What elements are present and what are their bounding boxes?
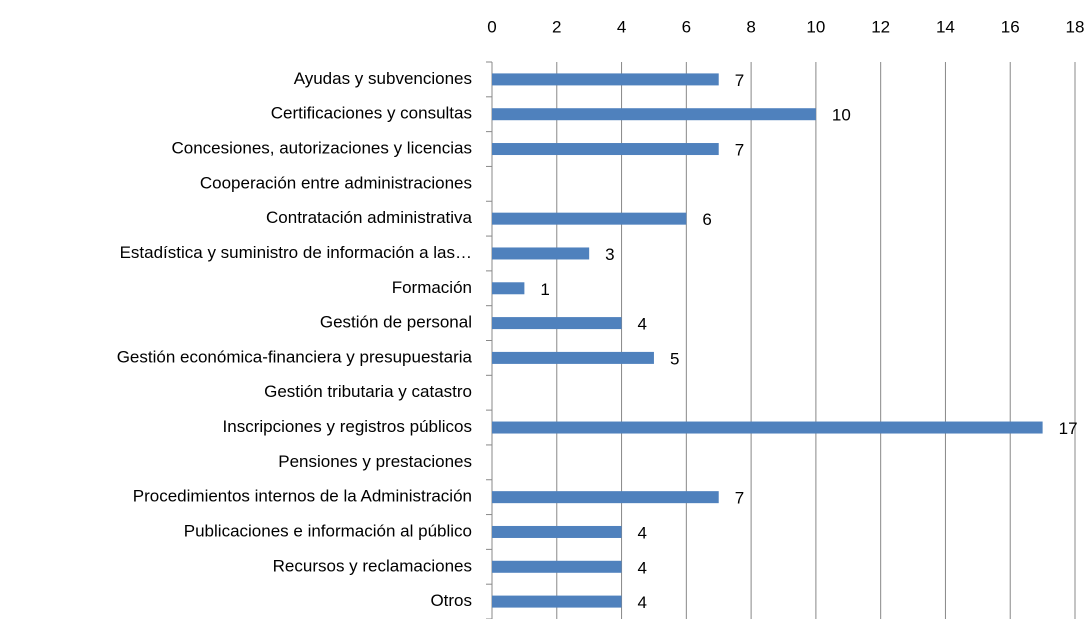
y-tick-label: Gestión económica-financiera y presupues… — [117, 347, 473, 366]
y-tick-label: Procedimientos internos de la Administra… — [133, 487, 472, 506]
value-label: 3 — [605, 245, 614, 264]
y-tick-label: Formación — [392, 278, 472, 297]
y-tick-label: Gestión tributaria y catastro — [264, 382, 472, 401]
bar — [492, 595, 622, 608]
y-tick-label: Pensiones y prestaciones — [278, 452, 472, 471]
y-tick-label: Contratación administrativa — [266, 208, 473, 227]
x-tick-label: 2 — [552, 17, 561, 36]
x-tick-label: 16 — [1001, 17, 1020, 36]
x-tick-label: 12 — [871, 17, 890, 36]
x-tick-label: 6 — [682, 17, 691, 36]
value-label: 10 — [832, 106, 851, 125]
y-tick-label: Inscripciones y registros públicos — [223, 417, 472, 436]
bar — [492, 282, 525, 295]
y-tick-label: Ayudas y subvenciones — [294, 69, 472, 88]
value-label: 4 — [638, 523, 647, 542]
y-tick-label: Cooperación entre administraciones — [200, 173, 472, 192]
bar — [492, 491, 719, 504]
bar — [492, 560, 622, 573]
y-tick-label: Publicaciones e información al público — [184, 521, 472, 540]
x-tick-label: 14 — [936, 17, 955, 36]
value-label: 4 — [638, 558, 647, 577]
bar — [492, 351, 654, 364]
value-label: 4 — [638, 315, 647, 334]
value-label: 17 — [1059, 419, 1078, 438]
bar — [492, 73, 719, 86]
value-label: 5 — [670, 349, 679, 368]
x-tick-label: 4 — [617, 17, 626, 36]
y-tick-label: Otros — [430, 591, 472, 610]
y-tick-label: Gestión de personal — [320, 313, 472, 332]
bar — [492, 525, 622, 538]
bar — [492, 143, 719, 156]
y-tick-label: Concesiones, autorizaciones y licencias — [172, 139, 473, 158]
value-label: 7 — [735, 141, 744, 160]
y-tick-label: Recursos y reclamaciones — [273, 556, 472, 575]
bar — [492, 247, 590, 260]
value-label: 4 — [638, 593, 647, 612]
value-label: 7 — [735, 71, 744, 90]
value-label: 1 — [540, 280, 549, 299]
y-tick-label: Certificaciones y consultas — [271, 104, 472, 123]
x-tick-label: 8 — [746, 17, 755, 36]
bar — [492, 212, 687, 225]
bar — [492, 421, 1043, 434]
value-label: 7 — [735, 489, 744, 508]
y-tick-label: Estadística y suministro de información … — [120, 243, 472, 262]
x-tick-label: 10 — [806, 17, 825, 36]
bar — [492, 108, 816, 121]
x-tick-label: 18 — [1066, 17, 1085, 36]
value-label: 6 — [702, 210, 711, 229]
bar — [492, 317, 622, 330]
x-tick-label: 0 — [487, 17, 496, 36]
